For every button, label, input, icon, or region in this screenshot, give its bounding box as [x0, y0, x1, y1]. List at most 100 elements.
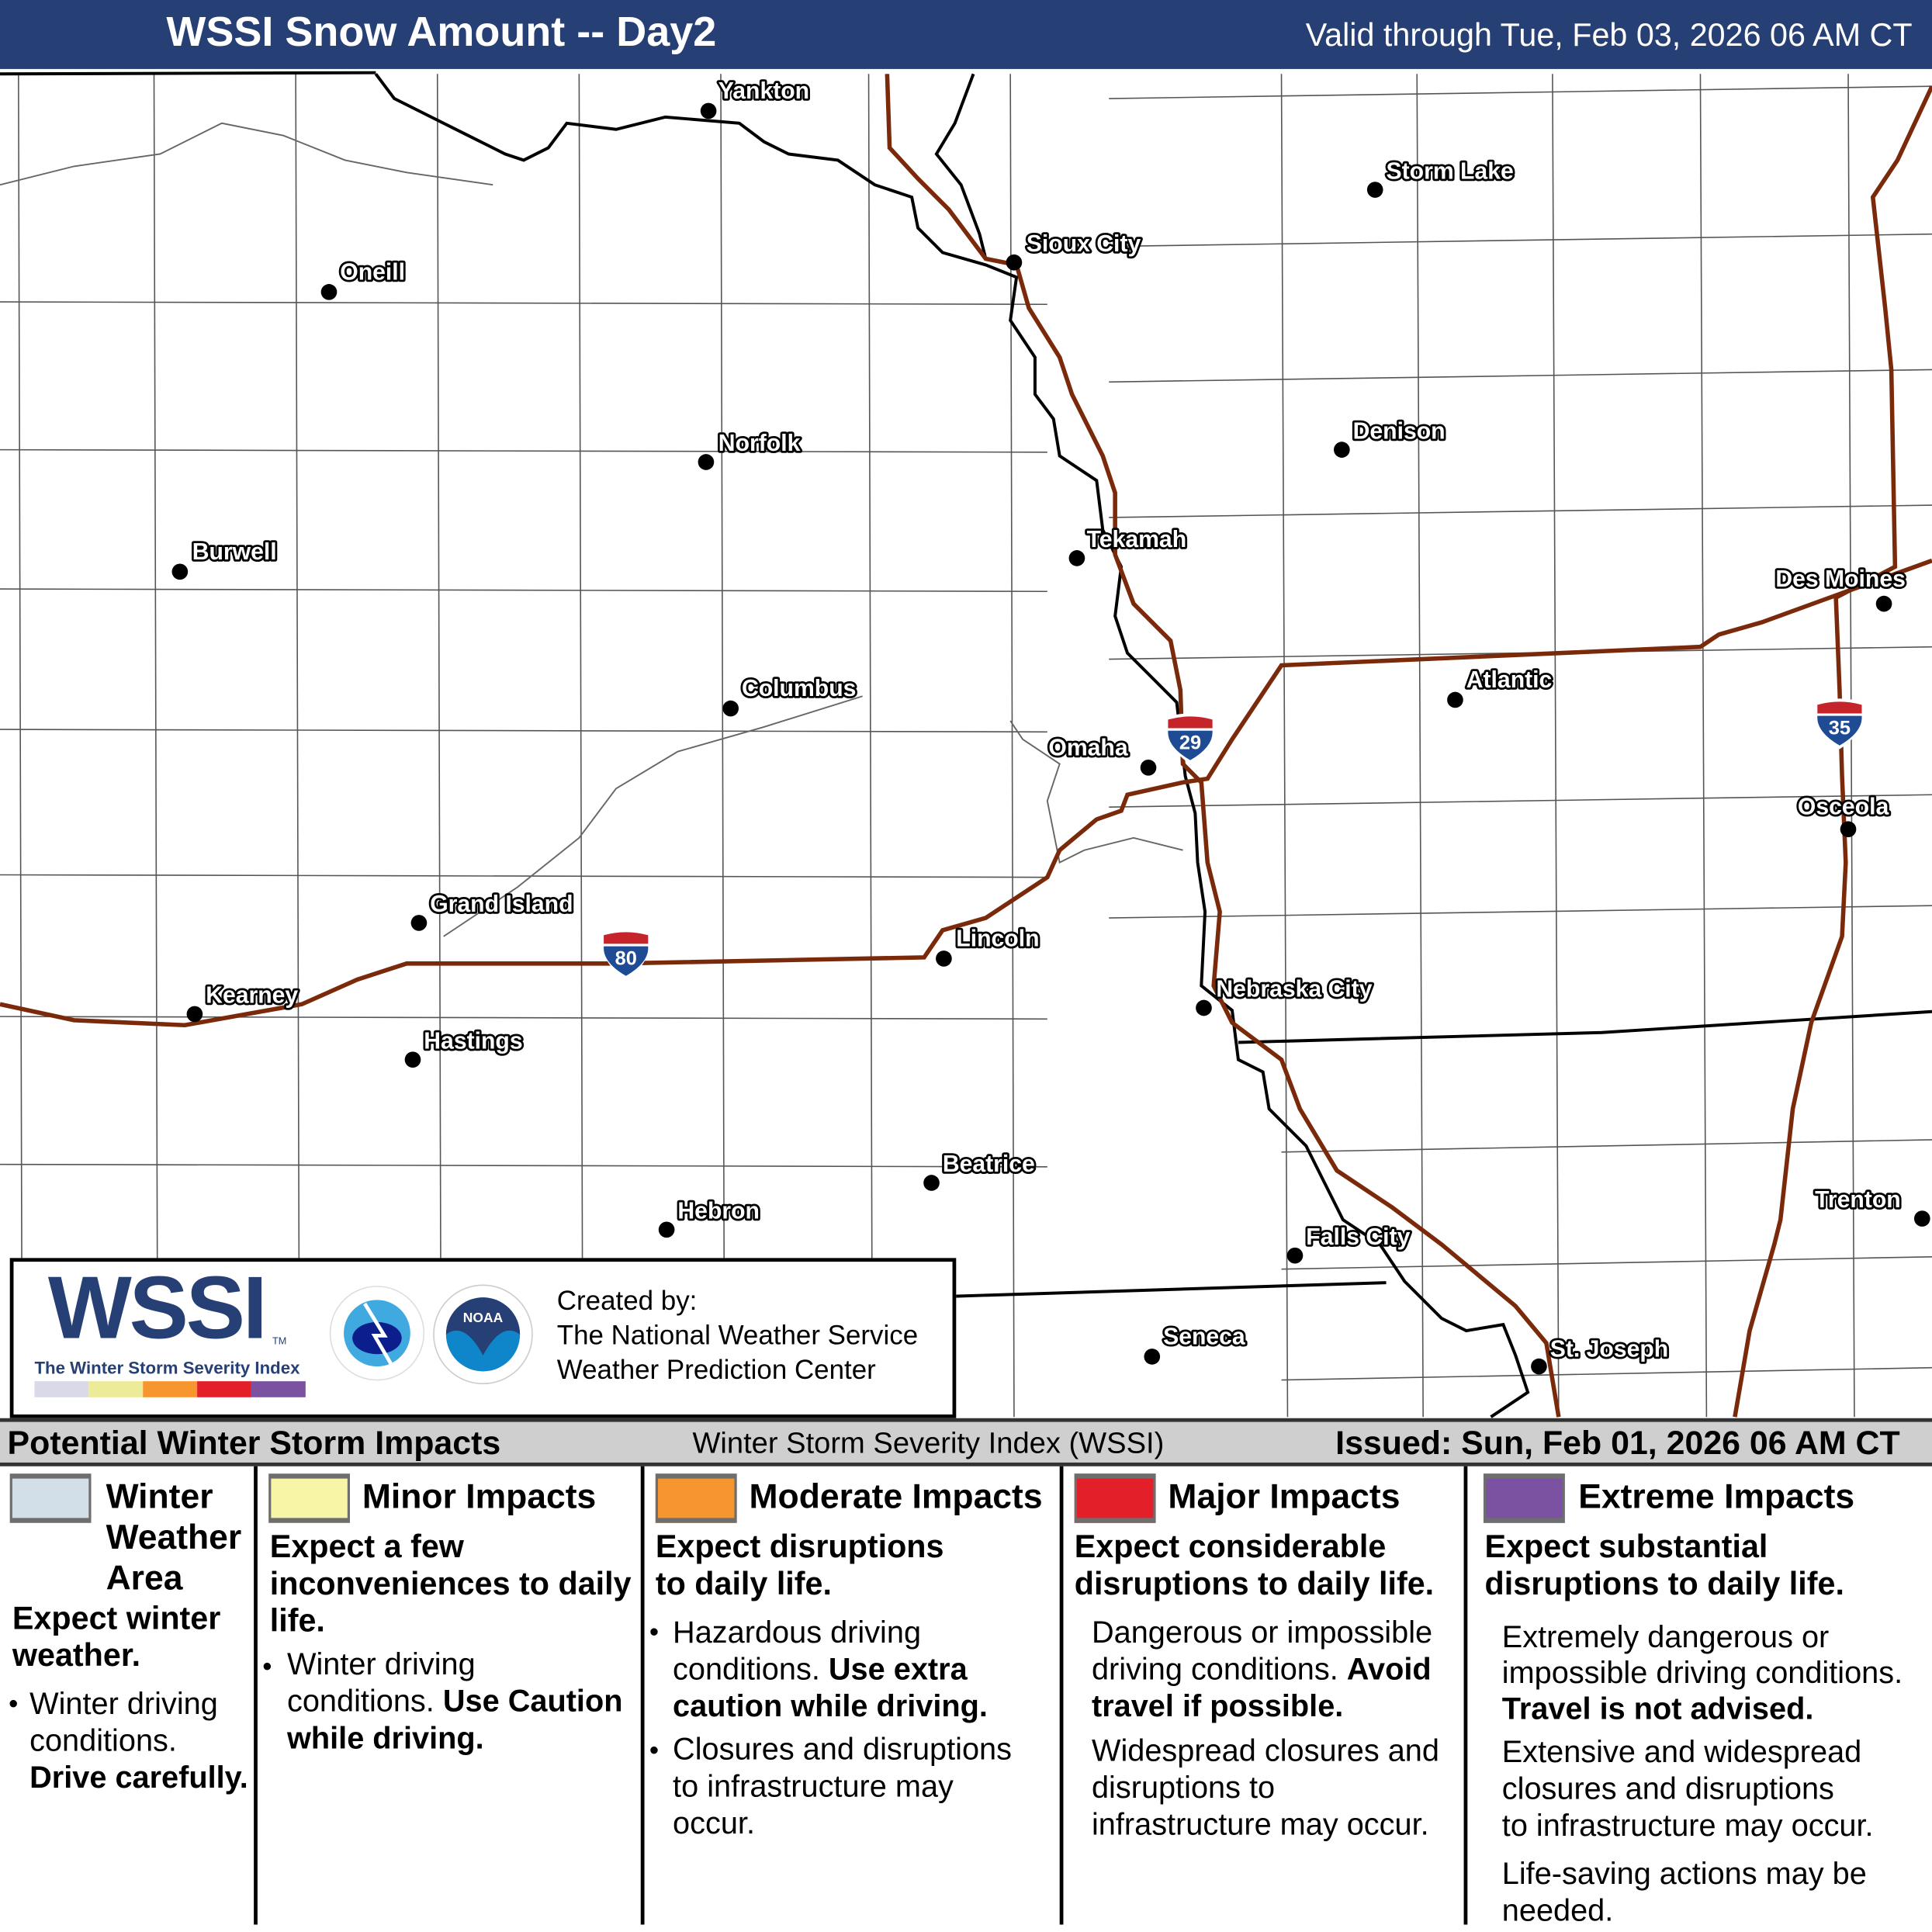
city-lincoln[interactable]: Lincoln	[936, 924, 1041, 967]
county-line	[0, 874, 1047, 878]
minor-rivers	[0, 122, 1183, 937]
legend-title: Potential Winter Storm Impacts	[7, 1424, 501, 1462]
extreme-summary: Expect substantial disruptions to daily l…	[1484, 1528, 1844, 1602]
wssi-logo: WSSI	[47, 1259, 268, 1358]
wssi-color-bar	[34, 1381, 306, 1397]
county-line	[1281, 1255, 1932, 1270]
city-dot	[1196, 999, 1212, 1016]
city-label: Storm Lake	[1387, 158, 1514, 184]
city-kearney[interactable]: Kearney	[186, 981, 300, 1023]
missouri-river	[374, 73, 1530, 1418]
county-line	[720, 74, 725, 1418]
county-line	[1699, 74, 1708, 1418]
city-dot	[1144, 1349, 1161, 1365]
city-label: Sioux City	[1027, 231, 1141, 257]
county-line	[0, 301, 1047, 306]
county-line	[1416, 74, 1424, 1418]
city-seneca[interactable]: Seneca	[1144, 1322, 1248, 1365]
city-label: Oneill	[340, 259, 405, 285]
county-line	[1009, 74, 1015, 1418]
county-line	[153, 74, 159, 1418]
moderate-title: Moderate Impacts	[749, 1477, 1043, 1516]
city-nebraska-city[interactable]: Nebraska City	[1196, 975, 1375, 1016]
city-label: Hastings	[424, 1028, 522, 1054]
city-label: St. Joseph	[1550, 1336, 1669, 1362]
city-dot	[186, 1006, 203, 1023]
city-grand-island[interactable]: Grand Island	[410, 889, 575, 931]
legend-index-name: Winter Storm Severity Index (WSSI)	[692, 1426, 1165, 1460]
bullet: •	[649, 1734, 660, 1766]
city-dot	[722, 700, 739, 717]
city-beatrice[interactable]: Beatrice	[923, 1149, 1037, 1191]
legend-divider	[1463, 1466, 1468, 1925]
city-label: Omaha	[1048, 735, 1127, 760]
minor-summary: Expect a few inconveniences to daily life.	[269, 1528, 632, 1639]
interstate-shield-80: 80	[601, 929, 651, 980]
county-line	[1109, 794, 1932, 808]
city-denison[interactable]: Denison	[1334, 417, 1447, 458]
interstate-shields: 80 29 35	[601, 698, 1864, 980]
extreme-swatch	[1483, 1473, 1565, 1523]
map[interactable]: 80 29 35 Yankton Storm Lake Sioux City Oneill…	[0, 69, 1932, 1418]
city-omaha[interactable]: Omaha	[1047, 733, 1157, 776]
county-line	[0, 588, 1047, 593]
major-swatch	[1074, 1473, 1156, 1523]
city-st-joseph[interactable]: St. Joseph	[1531, 1335, 1671, 1375]
big-sioux-river	[934, 73, 988, 259]
city-burwell[interactable]: Burwell	[171, 537, 279, 580]
bullet: •	[9, 1688, 19, 1719]
county-line	[0, 448, 1047, 453]
county-line	[1847, 74, 1855, 1418]
city-label: Lincoln	[956, 926, 1039, 952]
city-tekamah[interactable]: Tekamah	[1068, 525, 1189, 566]
city-trenton[interactable]: Trenton	[1813, 1185, 1930, 1227]
created-by-label: Created by:	[556, 1285, 698, 1316]
winter-summary: Expect winter weather.	[12, 1599, 221, 1674]
city-norfolk[interactable]: Norfolk	[698, 428, 802, 470]
city-dot	[410, 915, 428, 931]
legend-divider	[640, 1466, 645, 1925]
city-dot	[404, 1051, 421, 1068]
credit-nws: The National Weather Service	[556, 1319, 919, 1351]
city-label: Grand Island	[430, 892, 573, 917]
county-line	[0, 729, 1047, 733]
city-des-moines[interactable]: Des Moines	[1774, 564, 1908, 612]
city-dot	[1366, 182, 1383, 198]
major-driving-text: Dangerous or impossible driving condition…	[1091, 1615, 1433, 1724]
city-dot	[1447, 691, 1463, 708]
i35-route	[1733, 85, 1932, 1418]
city-storm-lake[interactable]: Storm Lake	[1366, 156, 1516, 198]
legend-divider	[1059, 1466, 1064, 1925]
city-label: Des Moines	[1775, 566, 1906, 592]
moderate-summary: Expect disruptions to daily life.	[655, 1528, 944, 1602]
shield-number: 35	[1829, 717, 1851, 739]
interstates	[0, 74, 1932, 1418]
city-label: Trenton	[1815, 1187, 1901, 1213]
city-osceola[interactable]: Osceola	[1795, 792, 1891, 838]
legend-header: Potential Winter Storm Impacts Winter St…	[0, 1418, 1932, 1466]
sd-nebraska-border	[0, 71, 376, 76]
city-sioux-city[interactable]: Sioux City	[1006, 229, 1143, 271]
shield-number: 80	[615, 947, 637, 969]
city-hebron[interactable]: Hebron	[658, 1196, 762, 1238]
city-falls-city[interactable]: Falls City	[1286, 1222, 1412, 1264]
legend-minor: Minor Impacts Expect a few inconveniences…	[258, 1466, 640, 1925]
credits: Created by: The National Weather Service…	[557, 1284, 918, 1387]
minor-title: Minor Impacts	[362, 1477, 597, 1516]
extreme-infrastructure-text: Extensive and widespread closures and dis…	[1501, 1734, 1874, 1844]
bullet: •	[649, 1616, 660, 1648]
iowa-missouri-border	[1238, 1009, 1932, 1044]
county-line	[1109, 233, 1932, 248]
city-atlantic[interactable]: Atlantic	[1447, 665, 1554, 708]
city-hastings[interactable]: Hastings	[404, 1027, 525, 1068]
county-line	[295, 74, 300, 1418]
cities: Yankton Storm Lake Sioux City Oneill Norfolk…	[171, 76, 1930, 1375]
extreme-title: Extreme Impacts	[1578, 1477, 1855, 1516]
interstate-shield-35: 35	[1814, 698, 1864, 750]
city-oneill[interactable]: Oneill	[320, 258, 407, 300]
city-columbus[interactable]: Columbus	[722, 673, 858, 717]
city-yankton[interactable]: Yankton	[700, 76, 812, 119]
valid-time: Valid through Tue, Feb 03, 2026 06 AM CT	[1305, 16, 1913, 54]
title-bar: WSSI Snow Amount -- Day2 Valid through T…	[0, 0, 1932, 69]
